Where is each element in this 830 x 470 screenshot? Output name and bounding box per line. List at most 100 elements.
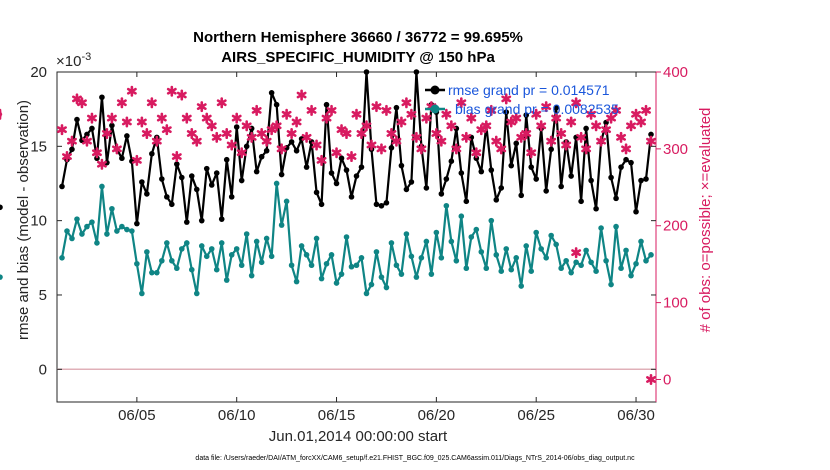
obs-core xyxy=(499,146,504,152)
obs-point xyxy=(211,131,222,143)
rmse-point xyxy=(518,192,525,199)
obs-core xyxy=(274,123,279,129)
obs-core xyxy=(229,142,234,148)
y-axis-right-label: # of obs: o=possible; ×=evaluated xyxy=(697,108,714,333)
rmse-point xyxy=(258,153,265,160)
obs-core xyxy=(169,89,175,94)
rmse-point xyxy=(338,155,345,162)
rmse-point xyxy=(139,179,145,185)
obs-point xyxy=(481,120,492,132)
obs-core xyxy=(489,108,494,113)
obs-core xyxy=(344,131,349,136)
obs-point xyxy=(356,127,367,139)
rmse-point xyxy=(388,145,395,151)
obs-core xyxy=(329,108,334,113)
exponent-label: ×10-3 xyxy=(56,51,91,70)
legend-rmse-marker xyxy=(430,85,440,95)
bias-point xyxy=(208,246,215,252)
bias-point xyxy=(623,247,629,254)
obs-core xyxy=(389,131,394,136)
rmse-point xyxy=(0,204,3,211)
bias-point xyxy=(613,223,619,230)
bias-point xyxy=(104,231,110,237)
obs-point xyxy=(341,127,352,139)
obs-point xyxy=(496,143,507,155)
bias-point xyxy=(478,249,485,255)
bias-point xyxy=(433,229,440,236)
y-right-tick-label: 100 xyxy=(663,295,688,312)
rmse-point xyxy=(373,201,380,208)
obs-core xyxy=(119,100,125,105)
obs-point xyxy=(451,143,462,155)
obs-core xyxy=(628,123,634,129)
obs-core xyxy=(304,135,309,140)
bias-point xyxy=(573,259,579,266)
bias-point xyxy=(353,262,360,269)
obs-point xyxy=(641,104,651,116)
bias-point xyxy=(183,240,190,246)
bias-point xyxy=(149,269,155,276)
obs-point xyxy=(601,124,612,136)
rmse-point xyxy=(223,156,230,163)
obs-point xyxy=(351,108,362,120)
rmse-point xyxy=(548,146,554,153)
bias-point xyxy=(603,257,609,264)
obs-point xyxy=(67,135,77,147)
bias-point xyxy=(139,290,145,297)
bias-point xyxy=(129,228,135,234)
bias-point xyxy=(583,247,589,254)
bias-point xyxy=(89,219,95,225)
obs-point xyxy=(91,147,102,159)
bias-series xyxy=(0,180,654,297)
rmse-point xyxy=(443,176,450,182)
rmse-point xyxy=(383,200,390,206)
obs-core xyxy=(399,119,404,125)
obs-point xyxy=(591,120,602,132)
obs-core xyxy=(618,135,624,140)
rmse-point xyxy=(633,208,639,215)
rmse-point xyxy=(159,176,165,182)
obs-point xyxy=(586,108,597,120)
bias-point xyxy=(458,213,465,219)
obs-point xyxy=(461,131,472,143)
bias-point xyxy=(453,257,460,264)
bias-point xyxy=(74,216,80,222)
obs-point xyxy=(491,135,502,147)
bias-point xyxy=(193,290,200,297)
obs-core xyxy=(299,92,304,98)
obs-core xyxy=(553,115,559,121)
obs-core xyxy=(454,146,459,152)
obs-point xyxy=(546,135,557,147)
rmse-point xyxy=(503,109,510,115)
axes-frame xyxy=(56,71,657,403)
obs-point xyxy=(406,108,417,120)
obs-point xyxy=(216,97,227,109)
rmse-point xyxy=(94,155,100,162)
bias-point xyxy=(233,246,240,252)
rmse-point xyxy=(398,162,405,169)
y-right-tick-label: 300 xyxy=(663,141,688,158)
obs-point xyxy=(176,89,187,101)
bias-point xyxy=(483,265,490,272)
obs-core xyxy=(439,138,444,144)
obs-core xyxy=(64,154,70,159)
obs-point xyxy=(456,97,467,109)
obs-core xyxy=(59,127,65,132)
bias-point xyxy=(124,226,130,233)
rmse-point xyxy=(488,167,495,173)
bias-point xyxy=(428,271,435,277)
bias-point xyxy=(134,260,140,267)
y-left-tick-label: 0 xyxy=(39,361,47,378)
obs-point xyxy=(531,108,542,120)
rmse-point xyxy=(523,112,530,118)
obs-core xyxy=(359,131,364,136)
bias-point xyxy=(408,253,415,260)
bias-point xyxy=(313,235,320,242)
bias-point xyxy=(283,198,290,205)
obs-core xyxy=(394,138,399,144)
legend-bias-marker xyxy=(430,104,440,114)
rmse-point xyxy=(648,131,654,138)
legend-rmse-label: rmse grand pr = 0.014571 xyxy=(448,82,610,98)
bias-point xyxy=(273,180,280,187)
rmse-point xyxy=(448,158,455,164)
